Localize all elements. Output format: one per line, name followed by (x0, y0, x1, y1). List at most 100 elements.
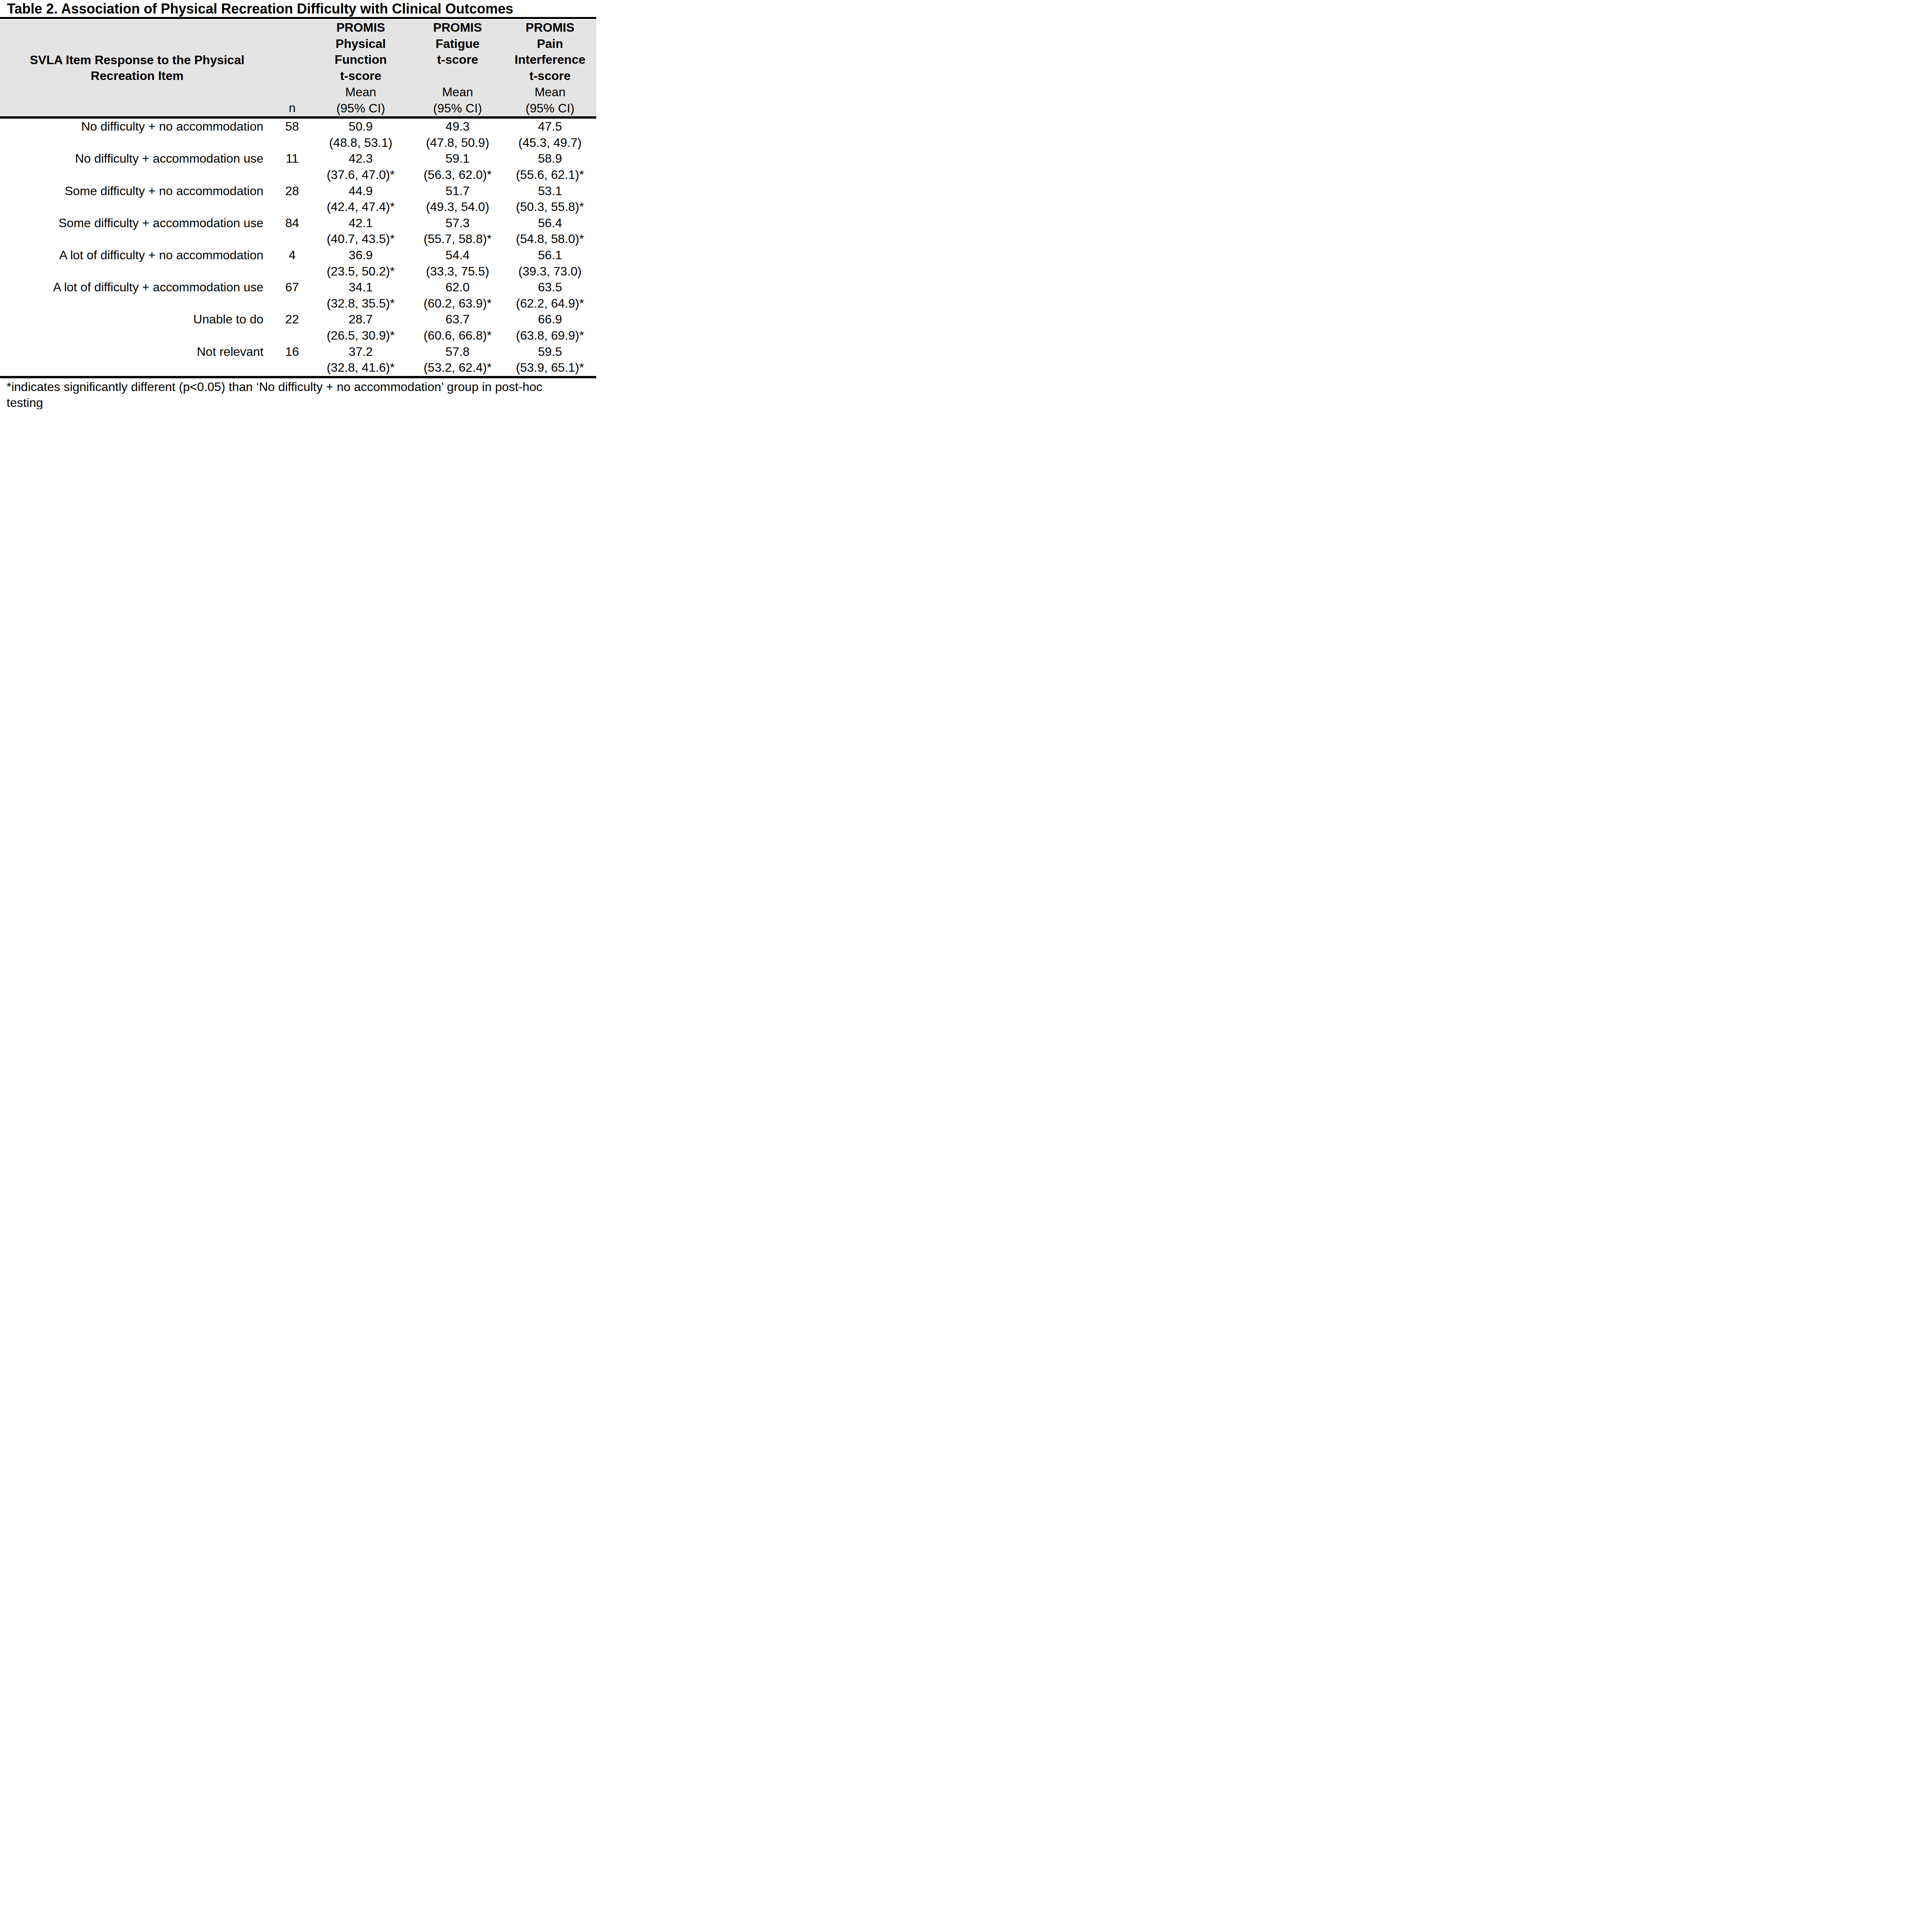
cell-pain: 56.4(54.8, 58.0)* (504, 215, 596, 247)
pain-ci: (55.6, 62.1)* (504, 167, 596, 183)
row-label: A lot of difficulty + no accommodation (0, 247, 274, 279)
pain-ci: (62.2, 64.9)* (504, 296, 596, 312)
pain-mean: 63.5 (504, 279, 596, 296)
pf-ci: (42.4, 47.4)* (310, 199, 411, 215)
pain-ci: (53.9, 65.1)* (504, 360, 596, 376)
table-row: Some difficulty + accommodation use 84 4… (0, 215, 596, 247)
cell-pf: 36.9(23.5, 50.2)* (310, 247, 411, 279)
pain-mean: 58.9 (504, 151, 596, 167)
cell-fatigue: 63.7(60.6, 66.8)* (412, 311, 504, 344)
fatigue-ci: (60.2, 63.9)* (412, 296, 504, 312)
header-pf-stat: Mean (95% CI) (310, 84, 411, 116)
fatigue-ci: (56.3, 62.0)* (412, 167, 504, 183)
fatigue-ci: (33.3, 75.5) (412, 264, 504, 280)
row-n: 28 (274, 183, 310, 215)
pain-mean: 66.9 (504, 311, 596, 328)
cell-fatigue: 49.3(47.8, 50.9) (412, 117, 504, 151)
pf-ci: (26.5, 30.9)* (310, 328, 411, 344)
row-label: Unable to do (0, 311, 274, 344)
header-promis-fatigue-title: PROMIS Fatigue t-score (412, 20, 504, 84)
pain-ci: (39.3, 73.0) (504, 264, 596, 280)
cell-pf: 44.9(42.4, 47.4)* (310, 183, 411, 215)
table-row: A lot of difficulty + no accommodation 4… (0, 247, 596, 279)
pf-mean: 44.9 (310, 183, 411, 199)
header-promis-pain-interference-title: PROMIS Pain Interference t-score (504, 20, 596, 84)
pf-mean: 42.3 (310, 151, 411, 167)
outcomes-table: SVLA Item Response to the Physical Recre… (0, 20, 596, 378)
fatigue-mean: 63.7 (412, 311, 504, 328)
pf-ci: (32.8, 41.6)* (310, 360, 411, 376)
fatigue-ci: (47.8, 50.9) (412, 135, 504, 151)
header-promis-physical-function-title: PROMIS Physical Function t-score (310, 20, 411, 84)
cell-pf: 42.1(40.7, 43.5)* (310, 215, 411, 247)
row-n: 11 (274, 151, 310, 183)
pf-mean: 37.2 (310, 344, 411, 360)
row-n: 16 (274, 344, 310, 377)
cell-fatigue: 62.0(60.2, 63.9)* (412, 279, 504, 311)
table-body: No difficulty + no accommodation 58 50.9… (0, 117, 596, 377)
pf-ci: (23.5, 50.2)* (310, 264, 411, 280)
pf-mean: 50.9 (310, 119, 411, 135)
pain-mean: 59.5 (504, 344, 596, 360)
cell-pain: 53.1(50.3, 55.8)* (504, 183, 596, 215)
fatigue-mean: 54.4 (412, 247, 504, 264)
row-label: Some difficulty + accommodation use (0, 215, 274, 247)
cell-pf: 28.7(26.5, 30.9)* (310, 311, 411, 344)
header-row: SVLA Item Response to the Physical Recre… (0, 20, 596, 117)
cell-fatigue: 57.8(53.2, 62.4)* (412, 344, 504, 377)
pain-mean: 47.5 (504, 119, 596, 135)
table-row: No difficulty + accommodation use 11 42.… (0, 151, 596, 183)
header-pain-stat: Mean (95% CI) (504, 84, 596, 116)
header-promis-physical-function: PROMIS Physical Function t-score Mean (9… (310, 20, 411, 117)
row-n: 4 (274, 247, 310, 279)
table-header: SVLA Item Response to the Physical Recre… (0, 20, 596, 117)
pf-mean: 28.7 (310, 311, 411, 328)
document-page: Table 2. Association of Physical Recreat… (0, 0, 596, 409)
row-label: A lot of difficulty + accommodation use (0, 279, 274, 311)
pain-ci: (54.8, 58.0)* (504, 231, 596, 247)
pain-ci: (63.8, 69.9)* (504, 328, 596, 344)
header-n: n (274, 20, 310, 117)
table-row: No difficulty + no accommodation 58 50.9… (0, 117, 596, 151)
row-label: Some difficulty + no accommodation (0, 183, 274, 215)
pain-mean: 56.1 (504, 247, 596, 264)
fatigue-mean: 57.3 (412, 215, 504, 231)
fatigue-mean: 49.3 (412, 119, 504, 135)
cell-fatigue: 57.3(55.7, 58.8)* (412, 215, 504, 247)
table-title: Table 2. Association of Physical Recreat… (0, 0, 596, 17)
fatigue-ci: (49.3, 54.0) (412, 199, 504, 215)
cell-fatigue: 51.7(49.3, 54.0) (412, 183, 504, 215)
pf-ci: (48.8, 53.1) (310, 135, 411, 151)
cell-pain: 56.1(39.3, 73.0) (504, 247, 596, 279)
pf-mean: 34.1 (310, 279, 411, 296)
footnote-line-2: testing (7, 395, 586, 409)
cell-pain: 63.5(62.2, 64.9)* (504, 279, 596, 311)
pain-mean: 56.4 (504, 215, 596, 231)
pain-ci: (45.3, 49.7) (504, 135, 596, 151)
table-row: Not relevant 16 37.2(32.8, 41.6)* 57.8(5… (0, 344, 596, 377)
pf-mean: 42.1 (310, 215, 411, 231)
row-label: No difficulty + no accommodation (0, 117, 274, 151)
table-row: Unable to do 22 28.7(26.5, 30.9)* 63.7(6… (0, 311, 596, 344)
cell-fatigue: 59.1(56.3, 62.0)* (412, 151, 504, 183)
row-n: 58 (274, 117, 310, 151)
pain-mean: 53.1 (504, 183, 596, 199)
cell-pf: 34.1(32.8, 35.5)* (310, 279, 411, 311)
cell-pf: 50.9(48.8, 53.1) (310, 117, 411, 151)
cell-pain: 66.9(63.8, 69.9)* (504, 311, 596, 344)
fatigue-ci: (53.2, 62.4)* (412, 360, 504, 376)
table-footnote: *indicates significantly different (p<0.… (0, 378, 596, 409)
fatigue-ci: (55.7, 58.8)* (412, 231, 504, 247)
pain-ci: (50.3, 55.8)* (504, 199, 596, 215)
header-promis-pain-interference: PROMIS Pain Interference t-score Mean (9… (504, 20, 596, 117)
row-n: 22 (274, 311, 310, 344)
fatigue-ci: (60.6, 66.8)* (412, 328, 504, 344)
header-item-response: SVLA Item Response to the Physical Recre… (0, 20, 274, 117)
title-rule (0, 17, 596, 19)
fatigue-mean: 57.8 (412, 344, 504, 360)
fatigue-mean: 51.7 (412, 183, 504, 199)
fatigue-mean: 62.0 (412, 279, 504, 296)
cell-pf: 42.3(37.6, 47.0)* (310, 151, 411, 183)
row-label: Not relevant (0, 344, 274, 377)
cell-pain: 59.5(53.9, 65.1)* (504, 344, 596, 377)
